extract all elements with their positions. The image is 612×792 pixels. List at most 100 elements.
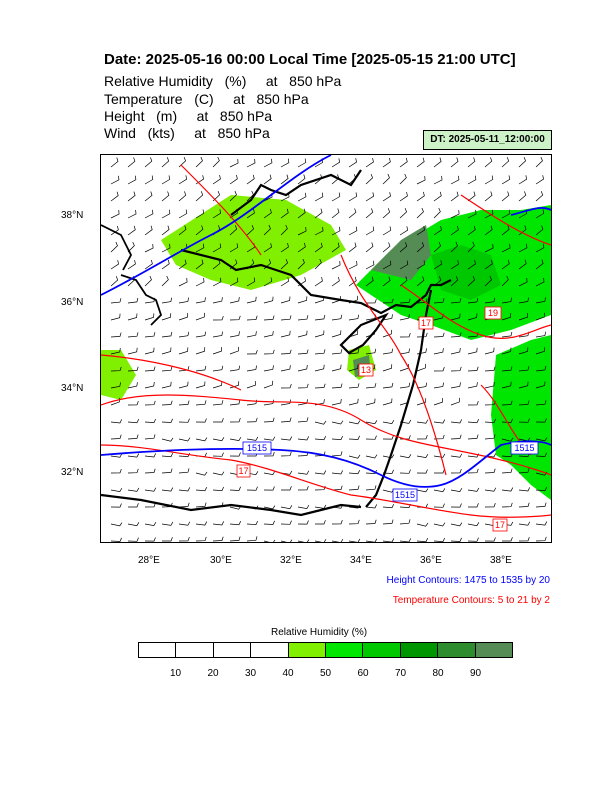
wind-barb [178, 521, 191, 526]
wind-barb [382, 469, 394, 474]
wind-barb [229, 190, 237, 202]
wind-barb [127, 400, 139, 406]
wind-barb [314, 226, 324, 236]
wind-barb [382, 435, 394, 440]
wind-barb [161, 209, 171, 219]
wind-barb [502, 537, 513, 542]
wind-barb [365, 485, 377, 491]
wind-barb [246, 296, 257, 304]
wind-barb [161, 331, 173, 338]
wind-barb [280, 315, 292, 321]
wind-barb [518, 259, 527, 270]
wind-barb [178, 259, 187, 270]
wind-barb [416, 488, 429, 493]
wind-barb [280, 296, 291, 304]
wind-barb [416, 276, 425, 287]
wind-barb [331, 158, 341, 168]
wind-barb [416, 538, 429, 542]
wind-barb [535, 209, 545, 219]
wind-barb [450, 453, 463, 458]
wind-barb [195, 347, 206, 355]
wind-barb [161, 418, 173, 423]
wind-barb [365, 454, 378, 459]
wind-barb [501, 313, 512, 321]
wind-barb [110, 175, 120, 185]
wind-barb [433, 398, 443, 406]
wind-barb [484, 537, 496, 542]
wind-barb [195, 418, 207, 423]
wind-barb [161, 275, 169, 287]
wind-barb [229, 381, 240, 389]
lat-label-32n: 32°N [61, 467, 84, 478]
wind-barb [246, 331, 257, 338]
wind-barb [518, 502, 530, 508]
variable-line-height: Height (m) at 850 hPa [104, 108, 273, 124]
wind-barb [229, 417, 241, 423]
wind-barb [467, 347, 478, 355]
wind-barb [467, 241, 475, 253]
wind-barb [365, 242, 374, 253]
wind-barb [450, 382, 461, 389]
wind-barb [110, 537, 122, 542]
wind-barb [433, 434, 445, 440]
map-canvas: 1515 1515 1515 17 13 19 17 17 [101, 155, 551, 542]
wind-barb [144, 313, 155, 321]
temperature-label-d: 17 [495, 520, 505, 530]
wind-barb [382, 276, 391, 287]
wind-barb [365, 435, 377, 440]
wind-barb [365, 298, 377, 304]
wind-barb [348, 470, 361, 475]
wind-barb [382, 519, 394, 525]
wind-barb [314, 192, 324, 202]
wind-barb [110, 332, 122, 338]
wind-barb [127, 347, 138, 355]
wind-barb [212, 471, 225, 476]
wind-barb [348, 420, 361, 425]
lon-label-38e: 38°E [490, 555, 512, 566]
wind-barb [195, 521, 208, 526]
wind-barb [433, 419, 446, 424]
wind-barb [399, 226, 409, 236]
wind-barb [382, 538, 395, 542]
wind-barb [382, 157, 391, 168]
wind-barb [212, 259, 221, 270]
wind-barb [501, 259, 510, 270]
empty-areas [371, 155, 531, 240]
wind-barb [484, 347, 495, 355]
wind-barb [178, 313, 188, 321]
coastline-anatolia [180, 248, 452, 315]
wind-barb [348, 242, 357, 253]
wind-barb [263, 436, 276, 441]
weather-map: 1515 1515 1515 17 13 19 17 17 [100, 154, 552, 543]
wind-barb [263, 315, 275, 321]
wind-barb [535, 452, 547, 457]
wind-barb [263, 520, 275, 525]
wind-barb [195, 400, 207, 406]
wind-barb [501, 400, 513, 406]
wind-barb [365, 226, 375, 236]
wind-barb [178, 502, 190, 508]
wind-barb [212, 191, 220, 202]
wind-barb [195, 502, 207, 508]
wind-barb [331, 420, 344, 425]
wind-barb [161, 225, 170, 236]
wind-barb [195, 365, 207, 372]
wind-barb [280, 417, 292, 423]
wind-barb [144, 400, 156, 406]
coastline-cyprus [339, 312, 389, 355]
height-label-a: 1515 [247, 443, 267, 453]
wind-barb [314, 208, 323, 219]
wind-barb [161, 157, 170, 168]
wind-barb [348, 314, 360, 321]
wind-barb [501, 297, 513, 304]
wind-barb [127, 419, 140, 424]
wind-barb [161, 243, 171, 253]
wind-barb [297, 417, 309, 423]
colorbar-label: 10 [169, 668, 182, 679]
wind-barb [314, 349, 326, 355]
colorbar [138, 642, 513, 658]
wind-barb [416, 398, 427, 406]
wind-barb [195, 437, 208, 442]
wind-barb [110, 347, 121, 355]
wind-barb [229, 365, 241, 372]
